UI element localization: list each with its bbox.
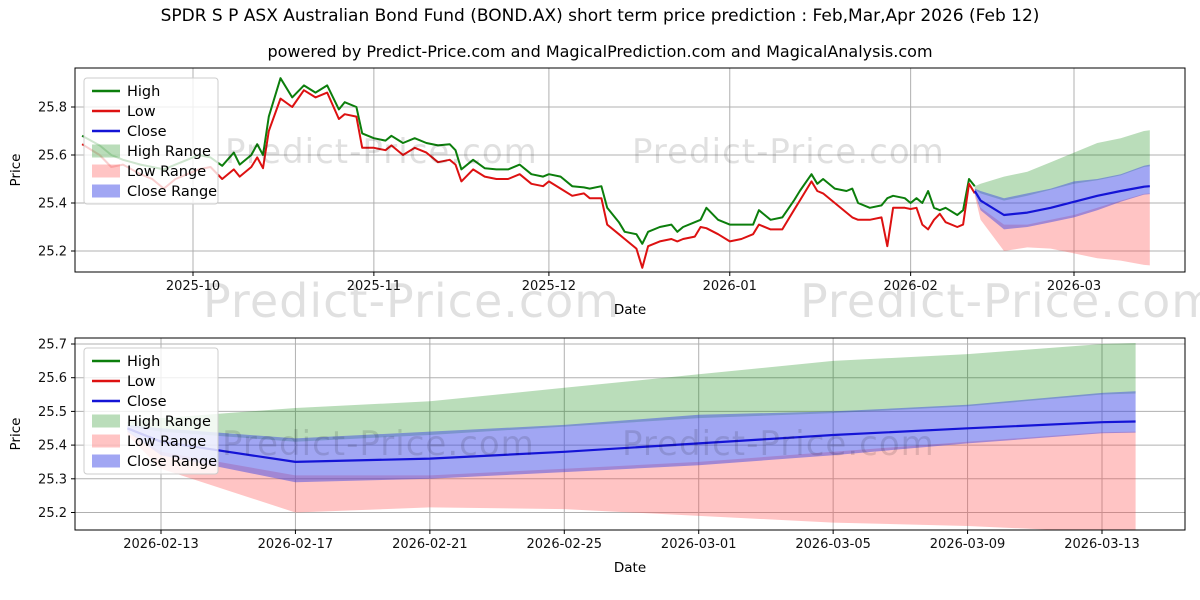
legend: High Low Close High Range Low Range Close Ran… bbox=[83, 347, 219, 475]
plot-data bbox=[126, 343, 1136, 530]
x-tick-label: 2025-12 bbox=[522, 279, 576, 294]
legend-label: High bbox=[127, 354, 160, 370]
x-tick-label: 2026-03-05 bbox=[795, 537, 871, 552]
legend-swatch-close_range bbox=[92, 454, 120, 468]
legend-label: High bbox=[127, 84, 160, 100]
high-range-band bbox=[974, 130, 1150, 201]
legend-box bbox=[83, 77, 219, 205]
high-line bbox=[81, 77, 976, 245]
plot-border bbox=[74, 67, 1186, 273]
low-range-band bbox=[974, 193, 1150, 266]
legend: High Low Close High Range Low Range Close Ran… bbox=[83, 77, 219, 205]
legend-box bbox=[83, 347, 219, 475]
x-tick-label: 2026-03-09 bbox=[930, 537, 1006, 552]
x-tick-label: 2025-10 bbox=[166, 279, 220, 294]
close-line bbox=[973, 185, 1150, 217]
axis-ticks: 2025-10 2025-11 2025-12 2026-01 2026-02 2026-… bbox=[38, 101, 1101, 295]
legend-swatch-close_range bbox=[92, 184, 120, 198]
legend-swatch-high_range bbox=[92, 414, 120, 428]
x-tick-label: 2026-03 bbox=[1047, 279, 1101, 294]
legend-swatch-high_range bbox=[92, 144, 120, 158]
y-tick-label: 25.4 bbox=[38, 197, 67, 212]
x-tick-label: 2026-03-01 bbox=[661, 537, 737, 552]
y-tick-label: 25.7 bbox=[38, 338, 67, 353]
high-range-band bbox=[127, 343, 1136, 442]
low-line bbox=[81, 89, 976, 269]
y-tick-label: 25.5 bbox=[38, 405, 67, 420]
close-line bbox=[126, 420, 1136, 463]
plot-border bbox=[74, 337, 1186, 531]
y-axis-label: Price bbox=[8, 418, 24, 451]
y-tick-label: 25.6 bbox=[38, 149, 67, 164]
y-tick-label: 25.3 bbox=[38, 472, 67, 487]
x-tick-label: 2026-03-13 bbox=[1064, 537, 1140, 552]
x-tick-label: 2026-01 bbox=[703, 279, 757, 294]
x-tick-label: 2026-02 bbox=[883, 279, 937, 294]
legend-swatch-low_range bbox=[92, 164, 120, 178]
x-tick-label: 2026-02-21 bbox=[392, 537, 468, 552]
y-tick-label: 25.4 bbox=[38, 439, 67, 454]
legend-swatch-low_range bbox=[92, 434, 120, 448]
y-tick-label: 25.6 bbox=[38, 371, 67, 386]
x-tick-label: 2026-02-25 bbox=[527, 537, 603, 552]
chart-title: SPDR S P ASX Australian Bond Fund (BOND.… bbox=[160, 6, 1040, 26]
x-axis-label: Date bbox=[614, 560, 646, 576]
legend-label: Low bbox=[127, 374, 156, 390]
legend-label: Close bbox=[127, 394, 167, 410]
legend-label: Close Range bbox=[127, 454, 217, 470]
x-tick-label: 2026-02-13 bbox=[123, 537, 199, 552]
legend-label: Low bbox=[127, 104, 156, 120]
y-axis-label: Price bbox=[8, 154, 24, 187]
low-range-band bbox=[127, 431, 1136, 530]
plot-data bbox=[81, 77, 1150, 269]
axis-ticks: 2026-02-13 2026-02-17 2026-02-21 2026-02-25… bbox=[38, 338, 1140, 553]
x-tick-label: 2025-11 bbox=[347, 279, 401, 294]
x-axis-label: Date bbox=[614, 302, 646, 318]
y-tick-label: 25.8 bbox=[38, 101, 67, 116]
grid-lines bbox=[75, 68, 1185, 272]
chart-subtitle: powered by Predict-Price.com and Magical… bbox=[267, 42, 933, 61]
chart-history-with-forecast: 2025-10 2025-11 2025-12 2026-01 2026-02 2026-… bbox=[8, 67, 1186, 318]
legend-label: Close bbox=[127, 124, 167, 140]
legend-label: Low Range bbox=[127, 164, 206, 180]
x-tick-label: 2026-02-17 bbox=[258, 537, 334, 552]
legend-label: Low Range bbox=[127, 434, 206, 450]
chart-forecast-detail: 2026-02-13 2026-02-17 2026-02-21 2026-02-25… bbox=[8, 337, 1186, 576]
y-tick-label: 25.2 bbox=[38, 506, 67, 521]
legend-label: High Range bbox=[127, 414, 211, 430]
y-tick-label: 25.2 bbox=[38, 245, 67, 260]
grid-lines bbox=[75, 338, 1185, 530]
legend-label: High Range bbox=[127, 144, 211, 160]
legend-label: Close Range bbox=[127, 184, 217, 200]
